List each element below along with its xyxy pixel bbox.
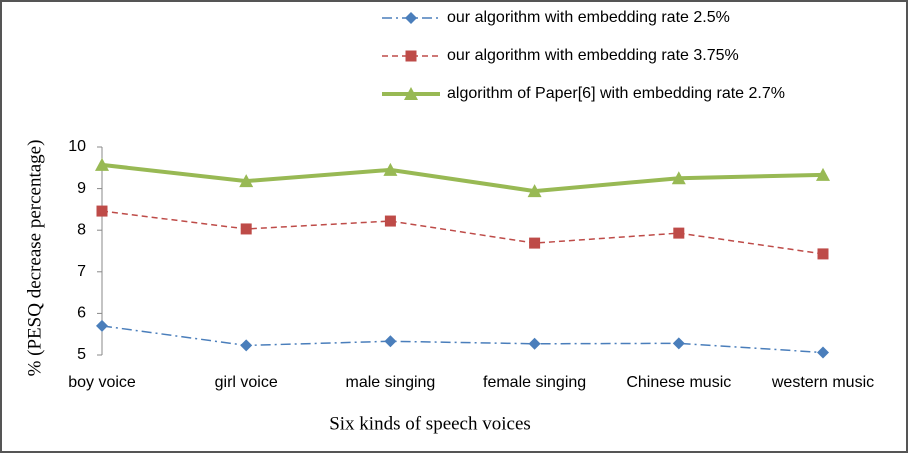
marker bbox=[528, 337, 541, 350]
marker bbox=[383, 162, 398, 176]
marker bbox=[817, 346, 829, 359]
marker bbox=[672, 337, 685, 350]
marker bbox=[95, 157, 109, 171]
legend-marker bbox=[405, 12, 417, 24]
marker bbox=[671, 171, 686, 185]
marker bbox=[673, 227, 685, 239]
x-tick-label: male singing bbox=[345, 374, 435, 391]
legend-label: our algorithm with embedding rate 3.75% bbox=[447, 47, 739, 64]
y-axis-title: % (PESQ decrease percentage) bbox=[24, 140, 45, 377]
y-tick-label: 5 bbox=[77, 346, 86, 363]
y-tick-label: 8 bbox=[77, 221, 86, 238]
marker bbox=[240, 223, 252, 235]
marker bbox=[527, 184, 542, 198]
series-line bbox=[101, 162, 824, 194]
x-tick-label: Chinese music bbox=[626, 374, 731, 391]
marker bbox=[384, 335, 397, 348]
marker bbox=[240, 339, 253, 352]
marker bbox=[96, 319, 108, 332]
series-line bbox=[101, 325, 824, 354]
legend-marker bbox=[405, 50, 417, 62]
legend-marker bbox=[404, 87, 418, 100]
x-axis-title: Six kinds of speech voices bbox=[329, 413, 531, 434]
marker bbox=[816, 167, 830, 181]
x-tick-label: boy voice bbox=[68, 374, 136, 391]
marker bbox=[239, 174, 254, 188]
x-tick-label: girl voice bbox=[215, 374, 278, 391]
marker bbox=[96, 205, 108, 217]
y-tick-label: 9 bbox=[77, 180, 86, 197]
x-tick-label: female singing bbox=[483, 374, 586, 391]
marker bbox=[384, 215, 396, 227]
series-line bbox=[101, 210, 824, 255]
y-tick-label: 7 bbox=[77, 263, 86, 280]
y-tick-label: 10 bbox=[68, 138, 86, 155]
legend-label: our algorithm with embedding rate 2.5% bbox=[447, 9, 730, 26]
marker bbox=[817, 248, 829, 260]
x-tick-label: western music bbox=[771, 374, 874, 391]
y-tick-label: 6 bbox=[77, 305, 86, 322]
marker bbox=[529, 237, 541, 249]
legend-label: algorithm of Paper[6] with embedding rat… bbox=[447, 85, 785, 102]
